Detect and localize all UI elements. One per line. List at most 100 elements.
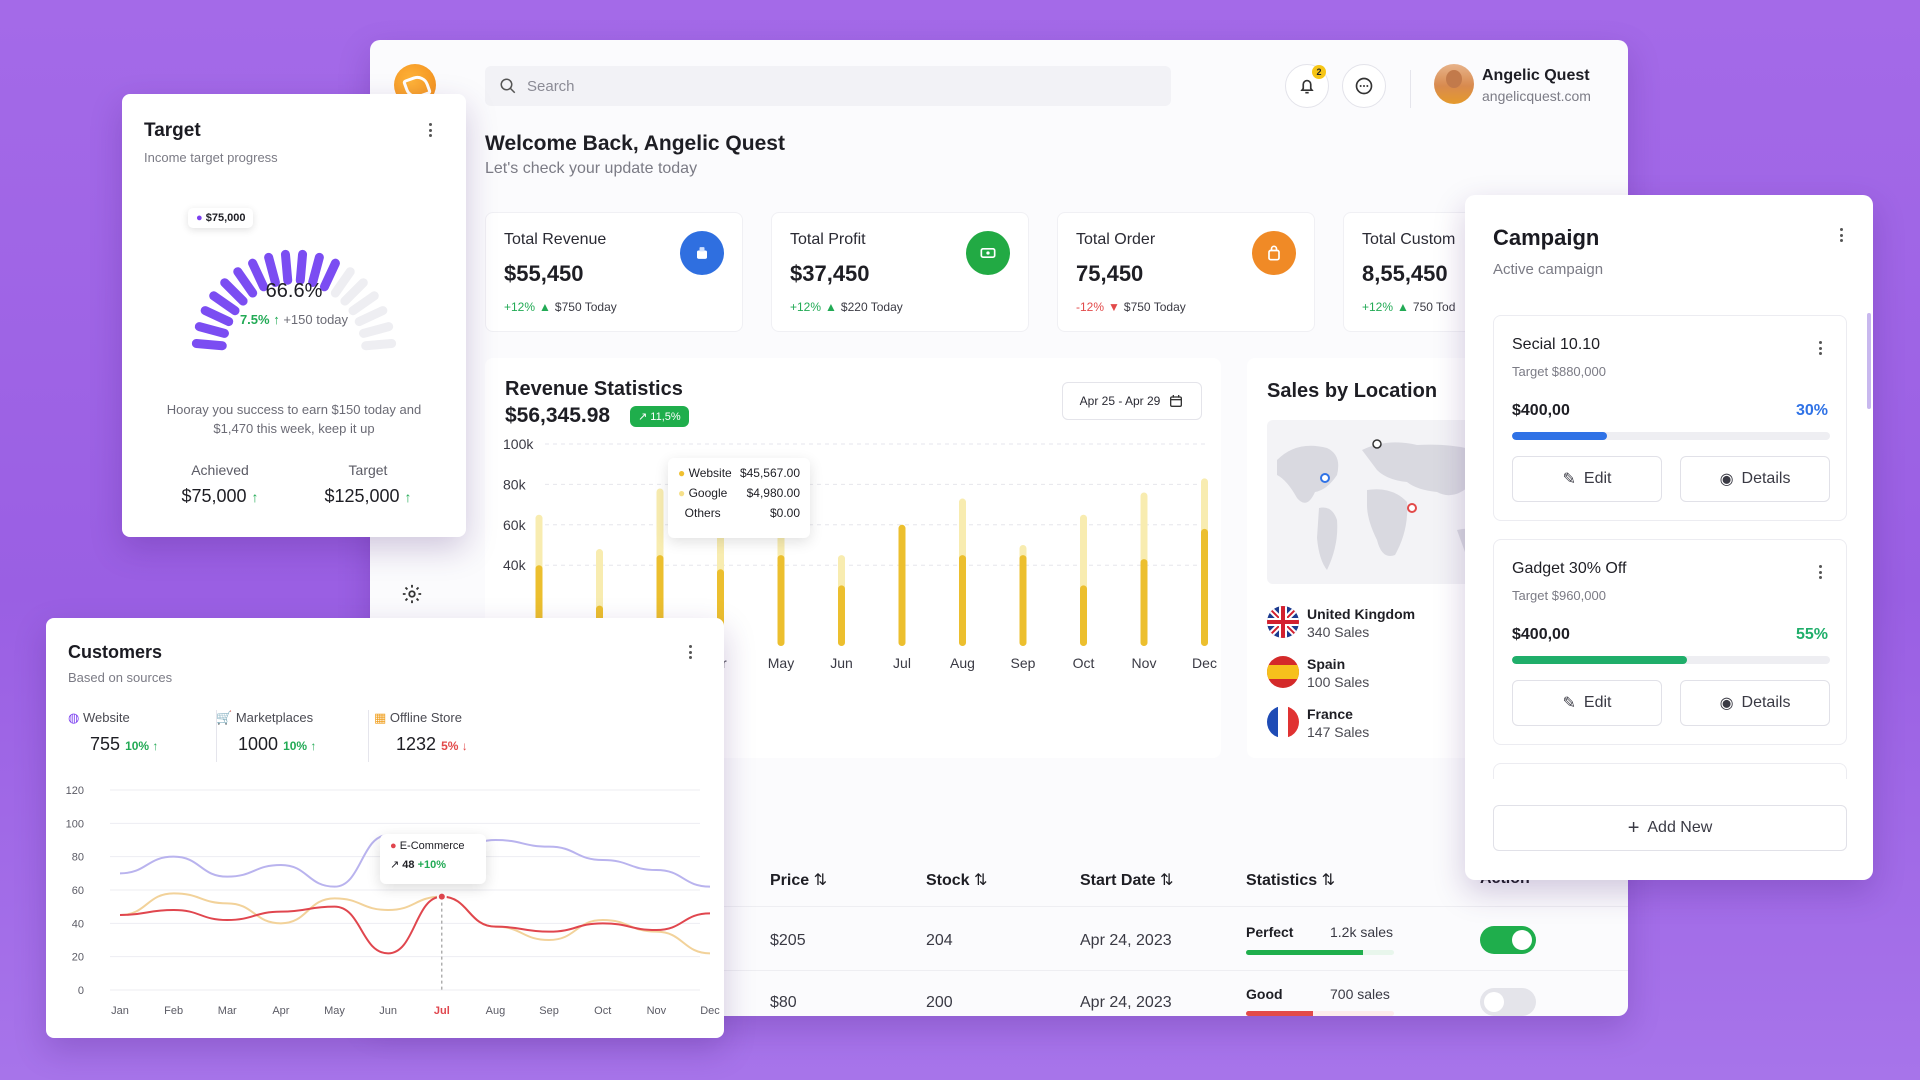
column-header-stock[interactable]: Stock ⇅ [926, 872, 988, 889]
campaign-name: Gadget 30% Off [1512, 560, 1627, 577]
x-tick-label: Jul [434, 1005, 450, 1017]
arrow-down-icon: ↓ [458, 739, 468, 753]
date-range-picker[interactable]: Apr 25 - Apr 29 [1062, 382, 1202, 420]
y-tick-label: 20 [72, 952, 84, 964]
campaign-item-more-icon[interactable] [1812, 338, 1828, 358]
status-toggle[interactable] [1480, 926, 1536, 954]
details-button[interactable]: ◉ Details [1680, 680, 1830, 726]
stat-change: +12% ▲ 750 Tod [1362, 300, 1455, 314]
settings-button[interactable] [390, 572, 434, 616]
uk-flag-icon [1267, 606, 1299, 638]
gauge-segment [330, 267, 355, 298]
campaign-item-more-icon[interactable] [1812, 562, 1828, 582]
x-tick-label: Nov [1132, 655, 1157, 671]
x-tick-label: Jun [830, 655, 853, 671]
y-tick-label: 100 [66, 818, 84, 830]
x-tick-label: Mar [218, 1005, 237, 1017]
trend-up-icon: ▲ [1397, 300, 1409, 314]
toggle-knob [1484, 992, 1504, 1012]
gauge-segment [209, 291, 240, 316]
arrow-up-icon: ↑ [404, 489, 412, 505]
stat-value: $37,450 [790, 261, 870, 286]
search-bar[interactable] [485, 66, 1171, 106]
revenue-tooltip: ● Website $45,567.00 ● Google $4,980.00 Ot… [668, 458, 810, 538]
source-website-value: 755 10% ↑ [90, 734, 159, 754]
gauge-segment [361, 338, 397, 351]
user-name: Angelic Quest [1482, 67, 1590, 84]
column-header-start-date[interactable]: Start Date ⇅ [1080, 872, 1174, 889]
campaign-scrollbar[interactable] [1867, 313, 1871, 409]
x-tick-label: Aug [486, 1005, 506, 1017]
messages-button[interactable] [1342, 64, 1386, 108]
target-card: Target Income target progress ● $75,000 … [122, 94, 466, 537]
notification-button[interactable]: 2 [1285, 64, 1329, 108]
source-marketplaces-value: 1000 10% ↑ [238, 734, 317, 754]
welcome-subtitle: Let's check your update today [485, 160, 698, 177]
map-marker-uk [1372, 439, 1382, 449]
stat-card-revenue[interactable]: Total Revenue $55,450 +12% ▲ $750 Today [485, 212, 743, 332]
search-input[interactable] [527, 77, 1127, 95]
cell-date: Apr 24, 2023 [1080, 932, 1172, 949]
location-sales: 100 Sales [1307, 674, 1370, 690]
add-new-button[interactable]: + Add New [1493, 805, 1847, 851]
stat-label: Total Profit [790, 231, 866, 248]
sort-icon: ⇅ [1321, 872, 1335, 889]
customers-more-icon[interactable] [682, 642, 698, 662]
location-item[interactable]: Spain 100 Sales [1267, 656, 1507, 696]
gauge-segment [264, 252, 280, 287]
status-toggle[interactable] [1480, 988, 1536, 1016]
welcome-title: Welcome Back, Angelic Quest [485, 132, 785, 155]
gauge-segment [359, 322, 394, 338]
tooltip-row: Others $0.00 [684, 506, 800, 520]
row-divider [370, 970, 1628, 971]
calendar-icon [1170, 395, 1183, 407]
stat-today: $220 Today [840, 300, 903, 314]
stat-label: Total Revenue [504, 231, 607, 248]
stat-today: $750 Today [554, 300, 617, 314]
source-website: ◍ Website [68, 710, 130, 725]
y-tick-label: 40 [72, 918, 84, 930]
bar-website [1201, 528, 1208, 646]
target-more-icon[interactable] [422, 120, 438, 140]
stat-card-profit[interactable]: Total Profit $37,450 +12% ▲ $220 Today [771, 212, 1029, 332]
store-icon: ▦ [374, 710, 387, 725]
gauge-segment [308, 252, 324, 287]
source-divider [216, 710, 217, 762]
stat-change: +12% ▲ $220 Today [790, 300, 903, 314]
column-header-statistics[interactable]: Statistics ⇅ [1246, 872, 1335, 889]
trend-up-icon: ▲ [825, 300, 837, 314]
bar-website [1140, 559, 1148, 646]
stat-change-percent: -12% [1076, 300, 1105, 314]
cell-price: $205 [770, 932, 806, 949]
map-marker-spain [1320, 473, 1330, 483]
location-item[interactable]: France 147 Sales [1267, 706, 1507, 746]
y-tick-label: 100k [503, 436, 534, 452]
location-item[interactable]: United Kingdom 340 Sales [1267, 606, 1507, 646]
cell-stat-sales: 1.2k sales [1330, 924, 1394, 940]
globe-icon: ◍ [68, 710, 80, 725]
x-tick-label: Sep [1011, 655, 1036, 671]
edit-button[interactable]: ✎ Edit [1512, 456, 1662, 502]
details-button[interactable]: ◉ Details [1680, 456, 1830, 502]
x-tick-label: Jun [379, 1005, 397, 1017]
stat-change: +12% ▲ $750 Today [504, 300, 617, 314]
user-avatar[interactable] [1434, 64, 1474, 104]
edit-button[interactable]: ✎ Edit [1512, 680, 1662, 726]
y-tick-label: 80 [72, 852, 84, 864]
target-title: Target [144, 120, 201, 141]
target-percent: 66.6% [265, 280, 323, 302]
x-tick-label: Oct [594, 1005, 611, 1017]
stat-label: Total Custom [1362, 231, 1456, 248]
customers-tooltip: ● E-Commerce ↗ 48 +10% [380, 834, 486, 884]
campaign-more-icon[interactable] [1833, 225, 1849, 245]
stat-card-order[interactable]: Total Order 75,450 -12% ▼ $750 Today [1057, 212, 1315, 332]
y-tick-label: 60 [72, 885, 84, 897]
stat-label: Total Order [1076, 231, 1156, 248]
y-tick-label: 0 [78, 985, 84, 997]
cell-stat-label: Perfect [1246, 924, 1294, 940]
gauge-segment [220, 278, 248, 306]
column-header-price[interactable]: Price ⇅ [770, 872, 827, 889]
location-sales: 340 Sales [1307, 624, 1370, 640]
gauge-segment [280, 249, 293, 285]
stat-progress-bar [1246, 1011, 1394, 1016]
